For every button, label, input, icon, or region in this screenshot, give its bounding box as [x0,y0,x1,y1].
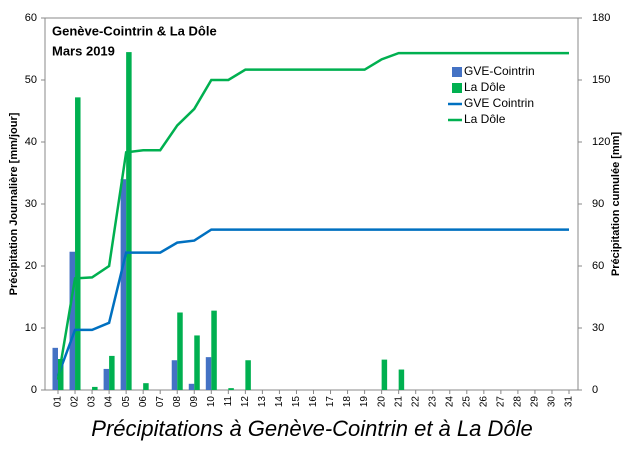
legend-label: GVE-Cointrin [464,64,535,78]
bar [194,335,200,390]
x-tick-label: 02 [70,396,81,408]
y-axis-title: Précipitation Journalière [mm/jour] [8,112,20,295]
x-tick-label: 15 [291,396,302,408]
x-tick-label: 16 [308,396,319,408]
x-tick-label: 30 [547,396,558,408]
y2-tick-label: 150 [592,74,610,86]
y-tick-label: 0 [31,384,37,396]
x-tick-label: 08 [172,396,183,408]
x-tick-label: 25 [461,396,472,408]
y2-tick-label: 60 [592,260,604,272]
y-tick-label: 20 [25,260,37,272]
y-tick-label: 50 [25,74,37,86]
legend-label: GVE Cointrin [464,96,534,110]
bar [211,310,217,390]
x-tick-label: 10 [206,396,217,408]
y2-tick-label: 180 [592,12,610,24]
y-tick-label: 30 [25,198,37,210]
bar [52,347,58,390]
bar [398,369,405,390]
legend-label: La Dôle [464,112,506,126]
x-tick-label: 23 [427,396,438,408]
x-tick-label: 22 [410,396,421,408]
legend-label: La Dôle [464,80,506,94]
x-tick-label: 12 [240,396,251,408]
bar [120,179,127,390]
chart-title: Genève-Cointrin & La Dôle [52,23,217,38]
x-tick-label: 06 [138,396,149,408]
bar [109,355,115,390]
y-tick-label: 60 [25,12,37,24]
caption: Précipitations à Genève-Cointrin et à La… [91,416,532,441]
x-tick-label: 24 [444,396,455,408]
bar [188,383,195,390]
line [56,228,569,377]
x-tick-label: 03 [87,396,98,408]
x-tick-label: 19 [359,396,370,408]
x-tick-label: 18 [342,396,353,408]
bar [75,97,81,391]
x-tick-label: 31 [564,396,575,408]
y2-tick-label: 90 [592,198,604,210]
y2-tick-label: 120 [592,136,610,148]
x-tick-label: 09 [189,396,200,408]
chart-subtitle: Mars 2019 [52,43,115,58]
y2-tick-label: 30 [592,322,604,334]
y-tick-label: 40 [25,136,37,148]
bar [171,360,178,390]
bar [205,357,212,390]
bar [177,312,183,390]
x-tick-label: 05 [121,396,132,408]
x-tick-label: 20 [376,396,387,408]
bar [58,359,64,390]
x-tick-label: 21 [393,396,404,408]
legend-swatch [452,67,462,77]
line [56,51,569,380]
y2-axis-title: Précipitation cumulée [mm] [610,132,622,277]
bar [228,388,234,390]
bar [143,383,149,390]
y-tick-label: 10 [25,322,37,334]
bar [245,360,251,390]
x-tick-label: 29 [530,396,541,408]
x-tick-label: 17 [325,396,336,408]
legend-swatch [452,83,462,93]
x-tick-label: 11 [223,396,234,407]
x-tick-label: 27 [496,396,507,408]
x-tick-label: 01 [53,396,64,408]
bar [381,359,388,390]
x-tick-label: 04 [104,396,115,408]
bar [126,52,132,390]
y2-tick-label: 0 [592,384,598,396]
bar [69,251,76,390]
x-tick-label: 28 [513,396,524,408]
x-tick-label: 13 [257,396,268,408]
bar [103,368,110,390]
bar [92,386,98,390]
x-tick-label: 26 [478,396,489,408]
x-tick-label: 07 [155,396,166,408]
x-tick-label: 14 [274,396,285,408]
